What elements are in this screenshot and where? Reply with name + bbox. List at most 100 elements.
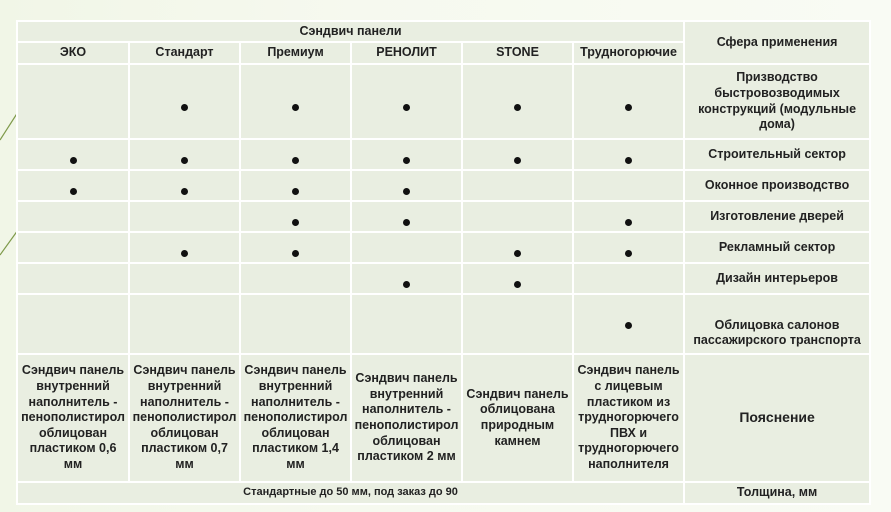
application-label: Облицовка салонов пассажирского транспор… bbox=[683, 293, 872, 355]
bullet-mark: • bbox=[292, 156, 299, 164]
mark-cell bbox=[350, 231, 463, 264]
application-label: Рекламный сектор bbox=[683, 231, 872, 264]
bullet-mark: • bbox=[181, 187, 188, 195]
mark-cell: • bbox=[16, 169, 130, 202]
application-row: • • • Изготовление дверей bbox=[16, 200, 872, 233]
mark-cell bbox=[571, 262, 686, 295]
bullet-mark: • bbox=[292, 249, 299, 257]
bullet-mark: • bbox=[181, 249, 188, 257]
bullet-mark: • bbox=[625, 249, 633, 257]
application-label: Оконное производство bbox=[683, 169, 872, 202]
mark-cell: • bbox=[239, 63, 352, 140]
mark-cell: • bbox=[350, 169, 463, 202]
comparison-table: Сэндвич панели Сфера применения ЭКО Стан… bbox=[15, 20, 872, 505]
bullet-mark: • bbox=[625, 322, 633, 329]
application-row: • Облицовка салонов пассажирского транспо… bbox=[16, 293, 872, 355]
mark-cell: • bbox=[239, 169, 352, 202]
application-row: • • • • • Призводство быстровозводимых констр… bbox=[16, 63, 872, 140]
mark-cell bbox=[16, 63, 130, 140]
application-row: • • • • Рекламный сектор bbox=[16, 231, 872, 264]
bullet-mark: • bbox=[292, 218, 299, 226]
application-label: Изготовление дверей bbox=[683, 200, 872, 233]
mark-cell bbox=[16, 231, 130, 264]
group-header: Сэндвич панели bbox=[15, 20, 686, 43]
mark-cell: • bbox=[350, 63, 463, 140]
bullet-mark: • bbox=[181, 156, 188, 164]
mark-cell bbox=[16, 293, 130, 355]
bullet-mark: • bbox=[292, 103, 299, 111]
bullet-mark: • bbox=[69, 156, 77, 164]
mark-cell: • bbox=[128, 63, 241, 140]
application-row: • • Дизайн интерьеров bbox=[16, 262, 872, 295]
mark-cell: • bbox=[571, 138, 686, 171]
bullet-mark: • bbox=[69, 187, 77, 195]
column-header: STONE bbox=[461, 41, 574, 65]
column-header: ЭКО bbox=[16, 41, 130, 65]
application-row: • • • • • • Строительный сектор bbox=[16, 138, 872, 171]
mark-cell: • bbox=[571, 63, 686, 140]
thickness-row: Стандартные до 50 мм, под заказ до 90 Тол… bbox=[15, 481, 872, 505]
mark-cell: • bbox=[571, 200, 686, 233]
thickness-value: Стандартные до 50 мм, под заказ до 90 bbox=[15, 481, 686, 505]
bullet-mark: • bbox=[403, 156, 410, 164]
column-header: РЕНОЛИТ bbox=[350, 41, 463, 65]
application-row: • • • • Оконное производство bbox=[16, 169, 872, 202]
mark-cell: • bbox=[350, 138, 463, 171]
bullet-mark: • bbox=[403, 187, 410, 195]
mark-cell: • bbox=[571, 231, 686, 264]
bullet-mark: • bbox=[514, 103, 521, 111]
mark-cell: • bbox=[239, 231, 352, 264]
bullet-mark: • bbox=[403, 103, 410, 111]
bullet-mark: • bbox=[403, 218, 410, 226]
table-body: Сэндвич панели Сфера применения ЭКО Стан… bbox=[15, 20, 872, 505]
mark-cell: • bbox=[128, 231, 241, 264]
mark-cell bbox=[16, 200, 130, 233]
column-header: Трудногорючие bbox=[571, 41, 686, 65]
application-label: Призводство быстровозводимых конструкций… bbox=[683, 63, 872, 140]
column-header-row: ЭКО Стандарт Премиум РЕНОЛИТ STONE Трудн… bbox=[16, 41, 870, 65]
mark-cell bbox=[461, 200, 574, 233]
explanation-label: Пояснение bbox=[683, 353, 872, 483]
mark-cell: • bbox=[128, 138, 241, 171]
explanation-cell: Сэндвич панель внутренний наполнитель - … bbox=[16, 353, 130, 483]
mark-cell: • bbox=[239, 138, 352, 171]
mark-cell: • bbox=[350, 262, 463, 295]
application-label: Дизайн интерьеров bbox=[683, 262, 872, 295]
mark-cell bbox=[571, 169, 686, 202]
bullet-mark: • bbox=[514, 280, 521, 288]
mark-cell: • bbox=[571, 293, 686, 355]
mark-cell bbox=[128, 293, 241, 355]
thickness-label: Толщина, мм bbox=[683, 481, 872, 505]
bullet-mark: • bbox=[625, 156, 633, 164]
explanation-cell: Сэндвич панель внутренний наполнитель - … bbox=[350, 353, 463, 483]
mark-cell: • bbox=[350, 200, 463, 233]
group-header-row: Сэндвич панели Сфера применения bbox=[15, 20, 872, 65]
column-header: Премиум bbox=[239, 41, 352, 65]
mark-cell: • bbox=[461, 262, 574, 295]
bullet-mark: • bbox=[514, 249, 521, 257]
mark-cell: • bbox=[461, 231, 574, 264]
bullet-mark: • bbox=[514, 156, 521, 164]
bullet-mark: • bbox=[625, 103, 633, 111]
mark-cell bbox=[461, 169, 574, 202]
explanation-cell: Сэндвич панель облицована природным камн… bbox=[461, 353, 574, 483]
mark-cell: • bbox=[239, 200, 352, 233]
mark-cell bbox=[350, 293, 463, 355]
bullet-mark: • bbox=[403, 280, 410, 288]
mark-cell bbox=[461, 293, 574, 355]
mark-cell bbox=[239, 262, 352, 295]
mark-cell: • bbox=[461, 138, 574, 171]
mark-cell bbox=[128, 200, 241, 233]
explanation-cell: Сэндвич панель внутренний наполнитель - … bbox=[128, 353, 241, 483]
sphere-header: Сфера применения bbox=[683, 20, 872, 65]
column-header: Стандарт bbox=[128, 41, 241, 65]
mark-cell bbox=[16, 262, 130, 295]
mark-cell bbox=[239, 293, 352, 355]
explanation-cell: Сэндвич панель внутренний наполнитель - … bbox=[239, 353, 352, 483]
mark-cell: • bbox=[128, 169, 241, 202]
mark-cell: • bbox=[16, 138, 130, 171]
mark-cell bbox=[128, 262, 241, 295]
bullet-mark: • bbox=[181, 103, 188, 111]
mark-cell: • bbox=[461, 63, 574, 140]
bullet-mark: • bbox=[625, 218, 633, 226]
